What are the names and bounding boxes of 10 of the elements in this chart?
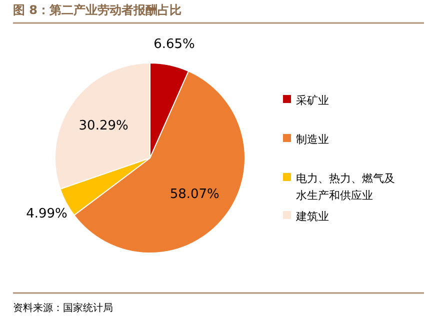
data-label: 30.29% (78, 118, 128, 134)
data-label: 4.99% (26, 206, 68, 222)
legend-label: 制造业 (296, 132, 329, 146)
data-label: 58.07% (170, 187, 220, 202)
legend-label: 采矿业 (296, 94, 329, 107)
legend-label: 建筑业 (295, 210, 329, 223)
text: 资料来源：国家统计局 (13, 302, 113, 314)
data-label: 6.65% (154, 37, 195, 52)
chart-title: 图 8：第二产业劳动者报酬占比 (13, 3, 182, 17)
legend-label: 电力、热力、燃气及水生产和供应业 (296, 172, 395, 202)
